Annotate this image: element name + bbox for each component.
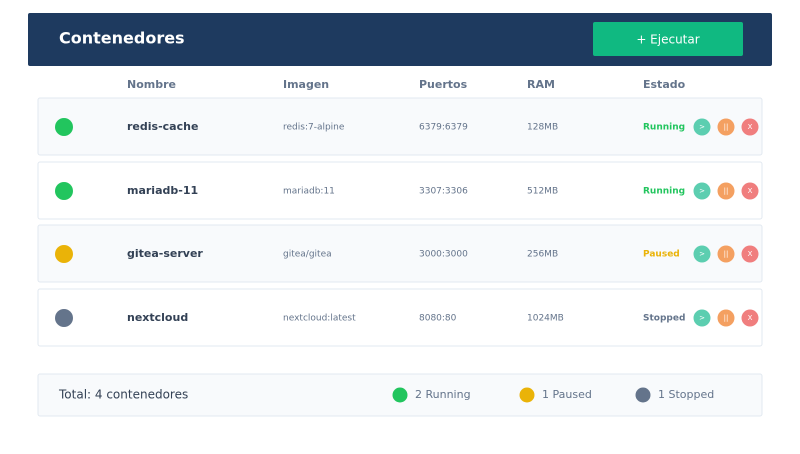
action-button[interactable] — [717, 245, 735, 263]
legend-label: 1 Paused — [542, 388, 592, 401]
container-image: nextcloud:latest — [283, 314, 356, 324]
action-label[interactable]: > — [699, 250, 705, 258]
action-label[interactable]: X — [748, 123, 753, 131]
container-status: Running — [643, 123, 685, 133]
status-dot — [55, 182, 73, 200]
column-header: Estado — [643, 78, 686, 91]
container-ports: 3307:3306 — [419, 187, 468, 197]
container-ram: 256MB — [527, 250, 558, 260]
container-status: Stopped — [643, 314, 685, 324]
container-row — [37, 97, 763, 156]
container-name: redis-cache — [127, 120, 198, 133]
action-button[interactable] — [741, 245, 759, 263]
action-button[interactable] — [693, 309, 711, 327]
action-label[interactable]: X — [748, 187, 753, 195]
container-status: Paused — [643, 250, 680, 260]
action-button[interactable] — [717, 118, 735, 136]
run-button-label[interactable]: + Ejecutar — [636, 33, 699, 47]
action-label[interactable]: X — [748, 250, 753, 258]
action-button[interactable] — [717, 309, 735, 327]
action-label[interactable]: > — [699, 314, 705, 322]
status-dot — [55, 118, 73, 136]
action-button[interactable] — [741, 309, 759, 327]
legend-label: 2 Running — [415, 388, 471, 401]
legend-dot — [519, 387, 535, 403]
action-label[interactable]: || — [724, 187, 729, 195]
container-row — [37, 288, 763, 347]
legend-dot — [392, 387, 408, 403]
column-header: Nombre — [127, 78, 176, 91]
container-row — [37, 161, 763, 220]
action-label[interactable]: > — [699, 123, 705, 131]
header-bar — [28, 13, 772, 66]
action-button[interactable] — [693, 118, 711, 136]
container-ram: 512MB — [527, 187, 558, 197]
action-label[interactable]: || — [724, 250, 729, 258]
container-ports: 6379:6379 — [419, 123, 468, 133]
container-ram: 1024MB — [527, 314, 564, 324]
action-button[interactable] — [693, 182, 711, 200]
footer-total: Total: 4 contenedores — [58, 388, 188, 402]
column-header: Imagen — [283, 78, 329, 91]
action-label[interactable]: > — [699, 187, 705, 195]
action-button[interactable] — [741, 118, 759, 136]
action-button[interactable] — [717, 182, 735, 200]
action-label[interactable]: || — [724, 314, 729, 322]
container-ports: 3000:3000 — [419, 250, 468, 260]
column-header: RAM — [527, 78, 555, 91]
action-button[interactable] — [741, 182, 759, 200]
container-ram: 128MB — [527, 123, 558, 133]
container-name: gitea-server — [127, 247, 203, 260]
status-dot — [55, 309, 73, 327]
legend-dot — [635, 387, 651, 403]
container-name: nextcloud — [127, 311, 188, 324]
column-header: Puertos — [419, 78, 468, 91]
container-ports: 8080:80 — [419, 314, 457, 324]
run-button[interactable] — [593, 22, 743, 56]
container-image: gitea/gitea — [283, 250, 332, 260]
container-row — [37, 224, 763, 283]
container-name: mariadb-11 — [127, 184, 198, 197]
container-image: mariadb:11 — [283, 187, 335, 197]
container-image: redis:7-alpine — [283, 123, 345, 133]
status-dot — [55, 245, 73, 263]
container-status: Running — [643, 187, 685, 197]
page-title: Contenedores — [59, 29, 185, 48]
action-label[interactable]: X — [748, 314, 753, 322]
action-label[interactable]: || — [724, 123, 729, 131]
action-button[interactable] — [693, 245, 711, 263]
legend-label: 1 Stopped — [658, 388, 714, 401]
